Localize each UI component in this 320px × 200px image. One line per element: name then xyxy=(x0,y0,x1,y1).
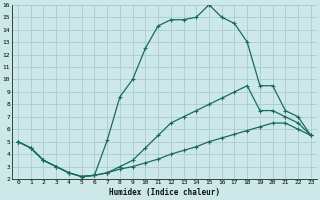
X-axis label: Humidex (Indice chaleur): Humidex (Indice chaleur) xyxy=(109,188,220,197)
